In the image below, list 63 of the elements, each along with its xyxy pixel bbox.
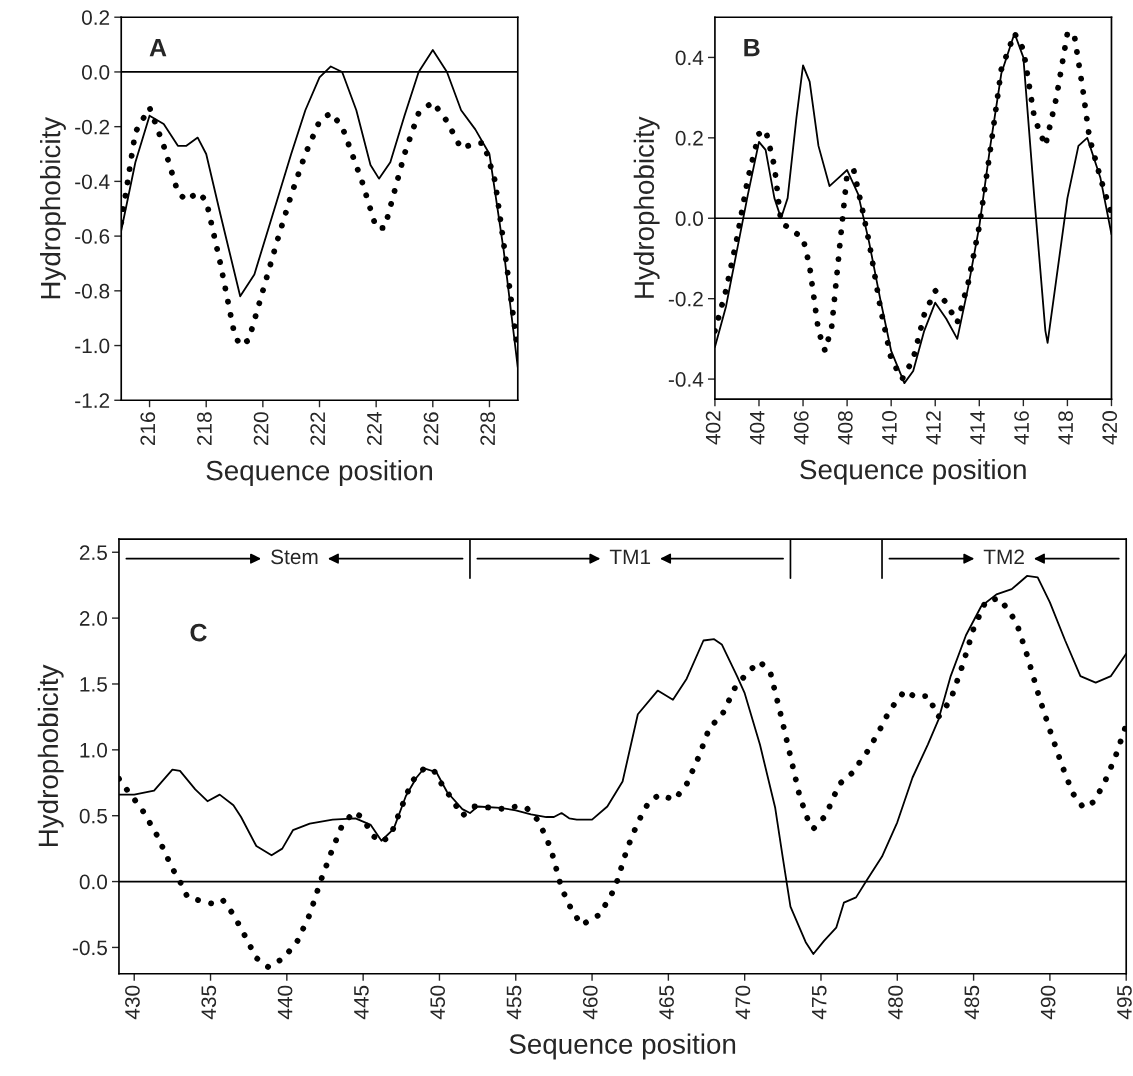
x-tick-label: 408 [837,411,853,445]
x-tick-label: 490 [1040,985,1056,1020]
x-tick-label: 480 [888,985,903,1020]
y-tick-label: 0.0 [675,211,703,227]
x-tick-label: 465 [659,985,674,1020]
y-tick-label: -1.0 [75,338,110,354]
x-tick-label: 460 [582,985,598,1020]
x-tick-label: 495 [1117,985,1132,1020]
y-tick-label: 0.2 [81,10,110,25]
annotation: B [744,38,760,57]
y-axis-title: Hydrophobicity [37,664,64,847]
x-axis-title: Sequence position [509,1033,736,1060]
y-tick-label: 0.0 [81,64,110,80]
y-tick-label: 1.5 [80,677,107,692]
annotation: TM2 [983,549,1024,565]
x-tick-label: 470 [735,985,751,1020]
x-tick-label: 485 [964,985,980,1020]
x-tick-label: 222 [310,412,325,446]
x-tick-label: 404 [749,410,765,445]
x-tick-label: 218 [197,412,212,446]
x-tick-label: 435 [201,985,217,1020]
x-tick-label: 416 [1014,411,1029,445]
x-axis-title: Sequence position [206,460,432,486]
y-tick-label: 0.5 [79,808,107,824]
x-tick-label: 420 [1102,411,1118,445]
x-tick-label: 410 [882,411,897,445]
x-tick-label: 475 [812,985,827,1020]
x-tick-label: 430 [125,985,140,1020]
y-tick-label: 0.0 [79,874,108,890]
x-tick-label: 445 [354,985,369,1020]
annotation: TM1 [609,549,651,565]
annotation: C [190,623,207,642]
x-tick-label: 418 [1058,411,1073,445]
y-tick-label: 2.5 [79,545,107,560]
y-axis-title: Hydrophobicity [633,116,660,298]
x-tick-label: 440 [277,985,293,1020]
y-tick-label: 1.0 [80,742,108,758]
y-tick-label: -0.4 [75,174,110,190]
x-tick-label: 216 [140,412,156,446]
x-tick-label: 220 [253,412,269,446]
x-tick-label: 228 [480,412,496,446]
x-tick-label: 402 [705,411,721,445]
x-tick-label: 412 [926,411,941,445]
x-axis-title: Sequence position [800,458,1026,485]
y-tick-label: -0.5 [72,940,107,956]
x-tick-label: 226 [423,412,439,446]
x-tick-label: 414 [970,410,985,445]
y-tick-label: 0.4 [675,50,704,66]
y-tick-label: -0.6 [75,229,110,244]
y-tick-label: -0.8 [75,283,110,299]
x-tick-label: 224 [367,411,382,446]
y-axis-title: Hydrophobicity [40,116,66,299]
y-tick-label: 2.0 [79,611,108,626]
y-tick-label: -0.2 [668,291,703,307]
x-tick-label: 406 [793,411,809,445]
annotation: A [149,39,167,57]
x-tick-label: 455 [506,985,522,1020]
annotation: Stem [271,549,318,565]
y-tick-label: 0.2 [675,130,703,146]
y-tick-label: -0.2 [75,119,110,135]
x-tick-label: 450 [430,985,446,1020]
y-tick-label: -1.2 [75,393,110,408]
y-tick-label: -0.4 [668,372,704,387]
